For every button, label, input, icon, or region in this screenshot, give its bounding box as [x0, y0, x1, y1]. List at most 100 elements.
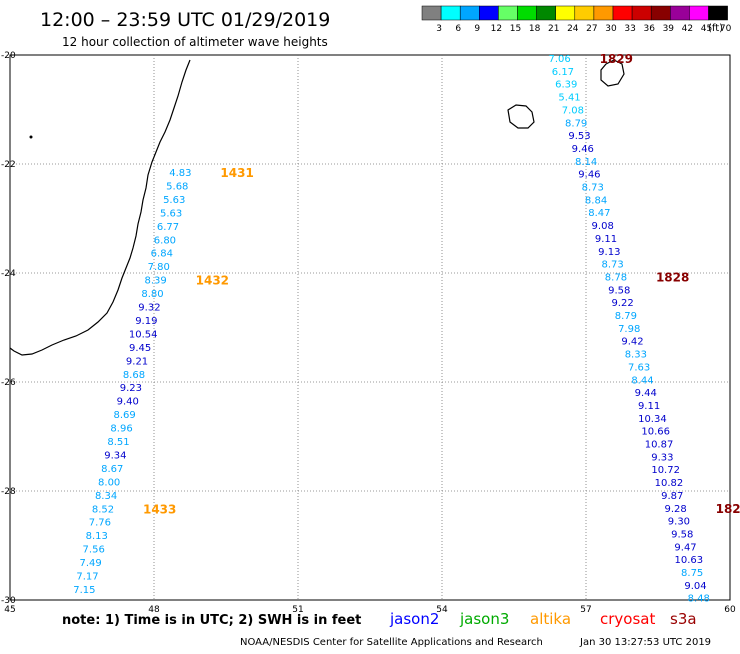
wave-height-value: 8.73: [601, 260, 623, 271]
wave-height-value: 7.49: [79, 558, 101, 569]
color-scale-unit: (ft): [708, 23, 723, 34]
color-scale-label: 6: [455, 24, 461, 34]
wave-height-value: 7.56: [83, 545, 105, 556]
color-scale-label: 21: [548, 24, 559, 34]
wave-height-value: 10.66: [641, 427, 670, 438]
wave-height-value: 7.08: [562, 105, 584, 116]
wave-height-value: 9.21: [126, 356, 148, 367]
legend-note: note: 1) Time is in UTC; 2) SWH is in fe…: [62, 613, 361, 628]
altimeter-tracks: 4.83 5.68 5.63 5.63 6.77 6.80 6.84 7.80 8.39 8.80…: [73, 52, 740, 605]
color-swatch: [574, 5, 595, 21]
color-scale-label: 45: [701, 24, 712, 34]
color-swatch: [459, 5, 480, 21]
color-swatch: [479, 5, 499, 21]
wave-height-value: 9.30: [668, 517, 690, 528]
track-time-label: 1829: [600, 52, 633, 66]
wave-height-value: 7.06: [548, 54, 570, 65]
color-scale-label: 12: [491, 24, 502, 34]
x-tick-label: 60: [724, 605, 736, 615]
color-scale-label: 27: [586, 24, 597, 34]
color-scale-label: 18: [529, 24, 541, 34]
wave-height-value: 6.80: [154, 235, 176, 246]
wave-height-value: 8.69: [114, 410, 136, 421]
wave-height-value: 8.78: [605, 272, 627, 283]
wave-height-value: 9.45: [129, 343, 151, 354]
color-swatch: [555, 5, 576, 21]
color-scale-label: 70: [720, 24, 732, 34]
wave-height-value: 8.00: [98, 477, 120, 488]
color-scale-label: 30: [605, 24, 617, 34]
wave-height-value: 9.34: [104, 450, 126, 461]
wave-height-value: 6.39: [555, 80, 577, 91]
wave-height-value: 10.34: [638, 414, 667, 425]
wave-height-value: 9.87: [661, 491, 683, 502]
wave-height-value: 9.33: [651, 452, 673, 463]
wave-height-value: 8.68: [123, 370, 145, 381]
map-frame: [9, 54, 731, 601]
wave-height-value: 9.08: [592, 221, 614, 232]
wave-height-value: 8.39: [144, 276, 166, 287]
color-scale-label: 24: [567, 24, 579, 34]
wave-height-value: 9.04: [684, 581, 706, 592]
color-scale-label: 9: [474, 24, 480, 34]
color-swatch: [498, 5, 518, 21]
wave-height-value: 6.17: [552, 67, 574, 78]
wave-height-value: 8.79: [565, 118, 587, 129]
wave-height-value: 9.11: [595, 234, 617, 245]
color-swatch: [536, 5, 556, 21]
wave-height-value: 8.51: [107, 437, 129, 448]
wave-height-value: 8.13: [86, 531, 108, 542]
wave-height-value: 7.17: [76, 572, 98, 583]
color-scale-label: 42: [682, 24, 693, 34]
y-tick-label: -22: [1, 160, 16, 170]
color-swatch: [440, 5, 461, 21]
wave-height-value: 8.79: [615, 311, 637, 322]
y-tick-label: -26: [1, 378, 16, 388]
wave-height-value: 7.15: [73, 585, 95, 596]
wave-height-value: 5.41: [558, 93, 580, 104]
wave-height-value: 8.44: [631, 375, 653, 386]
color-swatch: [670, 5, 690, 21]
wave-height-value: 10.54: [129, 329, 158, 340]
wave-height-value: 8.34: [95, 491, 117, 502]
wave-height-value: 10.87: [645, 440, 674, 451]
wave-height-value: 9.42: [621, 337, 643, 348]
color-swatch: [593, 5, 614, 21]
track-time-label: 1431: [220, 166, 253, 180]
track-time-label: 1433: [143, 502, 176, 516]
x-tick-label: 51: [292, 605, 303, 615]
color-scale-label: 39: [663, 24, 675, 34]
wave-height-value: 9.28: [664, 504, 686, 515]
color-swatch: [517, 5, 537, 21]
wave-height-value: 9.40: [117, 397, 139, 408]
wave-height-value: 9.22: [611, 298, 633, 309]
track-time-label: 1432: [196, 274, 229, 288]
color-scale-label: 33: [624, 24, 635, 34]
wave-height-value: 9.58: [608, 285, 630, 296]
x-tick-label: 45: [4, 605, 15, 615]
satellite-legend-item: altika: [530, 610, 571, 628]
wave-height-value: 10.72: [651, 465, 680, 476]
wave-height-value: 9.44: [635, 388, 657, 399]
madagascar-coastline: [9, 59, 191, 356]
map-subtitle: 12 hour collection of altimeter wave hei…: [62, 35, 328, 49]
wave-height-value: 8.73: [582, 183, 604, 194]
color-scale-label: 3: [436, 24, 442, 34]
wave-height-value: 6.84: [151, 249, 173, 260]
color-swatch: [708, 5, 728, 21]
map-title: 12:00 – 23:59 UTC 01/29/2019: [40, 9, 330, 31]
color-swatch: [650, 5, 671, 21]
wave-height-value: 5.63: [160, 208, 182, 219]
color-scale-label: 36: [643, 24, 655, 34]
y-tick-label: -20: [1, 51, 16, 61]
satellite-legend: jason2 jason3 altika cryosat s3a: [389, 610, 697, 628]
wave-height-value: 4.83: [169, 168, 191, 179]
footer-credit: NOAA/NESDIS Center for Satellite Applica…: [240, 637, 543, 648]
wave-height-value: 10.63: [675, 555, 704, 566]
x-tick-label: 54: [436, 605, 448, 615]
wave-height-value: 8.80: [141, 289, 163, 300]
wave-height-value: 10.82: [655, 478, 684, 489]
wave-height-value: 8.14: [575, 157, 597, 168]
satellite-legend-item: jason3: [459, 610, 509, 628]
color-swatch: [689, 5, 709, 21]
